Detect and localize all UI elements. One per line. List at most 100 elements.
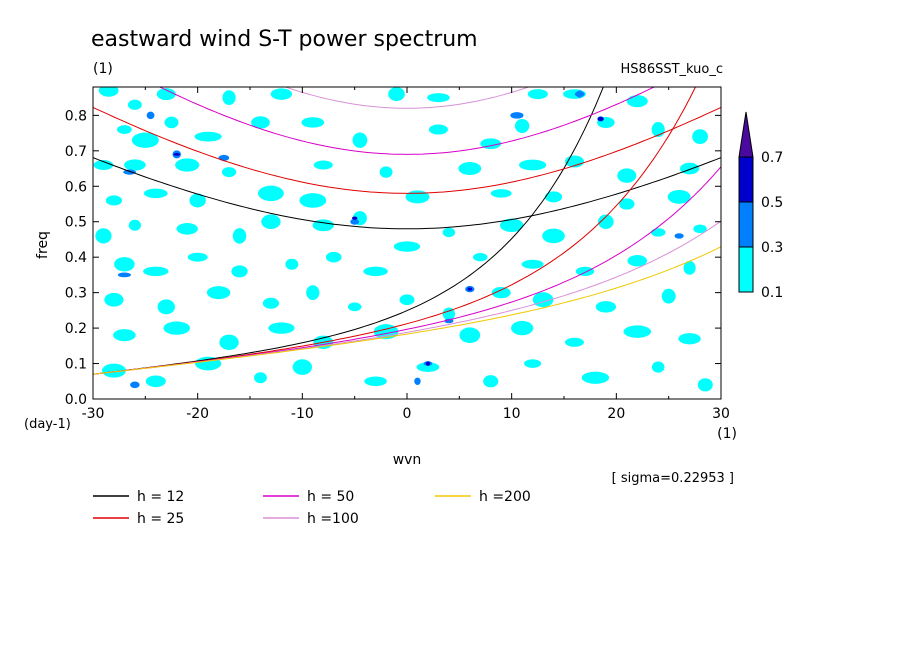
spectrum-patch [490, 189, 512, 198]
x-tick-label: -30 [82, 406, 105, 422]
chart-title: eastward wind S-T power spectrum [91, 27, 478, 52]
spectrum-patch [399, 294, 415, 306]
spectrum-patch [98, 87, 119, 97]
colorbar-triangle [738, 111, 754, 158]
spectrum-patch [131, 132, 159, 148]
spectrum-patch [143, 266, 169, 277]
spectrum-patch [524, 359, 542, 368]
spectrum-patch [145, 375, 166, 388]
spectrum-patch [187, 252, 208, 262]
spectrum-patch [270, 88, 293, 100]
spectrum-patch [101, 363, 126, 378]
colorbar-label: 0.3 [761, 240, 783, 256]
spectrum-patch [510, 112, 524, 119]
legend-label: h =200 [479, 489, 531, 505]
y-axis-unit: (day-1) [24, 417, 71, 432]
spectrum-patch [231, 265, 248, 278]
spectrum-patch [175, 158, 200, 172]
spectrum-patches [93, 87, 713, 392]
spectrum-patch [173, 152, 181, 156]
spectrum-patch [393, 241, 421, 252]
spectrum-patch [650, 228, 666, 237]
spectrum-patch [414, 377, 421, 385]
spectrum-patch [626, 95, 648, 108]
spectrum-patch [292, 359, 313, 375]
x-tick-label: 0 [403, 406, 412, 422]
spectrum-patch [405, 190, 430, 204]
y-tick-label: 0.2 [65, 321, 87, 337]
x-tick-label: -10 [291, 406, 314, 422]
x-tick-label: 20 [607, 406, 625, 422]
spectrum-patch [364, 376, 387, 387]
y-axis-label: freq [35, 231, 51, 259]
spectrum-patch [519, 159, 547, 171]
spectrum-patch [105, 195, 123, 206]
spectrum-patch [261, 214, 281, 230]
legend: h = 12 h = 25 h = 50 h =100 h =200 [93, 489, 531, 527]
spectrum-patch [379, 166, 393, 178]
spectrum-patch [564, 337, 584, 347]
spectrum-patch [258, 185, 284, 202]
colorbar-box [738, 246, 754, 293]
spectrum-patch [388, 87, 405, 102]
spectrum-patch [483, 375, 499, 388]
spectrum-patch [143, 188, 168, 199]
spectrum-patch [542, 228, 565, 244]
y-tick-label: 0.8 [65, 108, 87, 124]
spectrum-patch [442, 227, 456, 238]
spectrum-patch [128, 219, 141, 231]
legend-label: h = 50 [307, 489, 354, 505]
dispersion-curve-upper [93, 106, 721, 194]
spectrum-patch [268, 322, 295, 334]
spectrum-patch [619, 198, 635, 210]
dispersion-curve-upper [283, 87, 531, 109]
y-tick-label: 0.5 [65, 215, 87, 231]
chart-subtitle-left: (1) [93, 61, 113, 77]
spectrum-patch [575, 266, 595, 276]
spectrum-patch [683, 260, 696, 275]
colorbar-box [738, 156, 754, 203]
spectrum-patch [491, 287, 511, 299]
x-axis-label: wvn [393, 452, 422, 468]
y-tick-label: 0.6 [65, 179, 87, 195]
spectrum-patch [514, 119, 530, 133]
spectrum-patch [114, 257, 135, 272]
dispersion-curve-lower [93, 246, 721, 375]
spectrum-patch [127, 99, 142, 110]
spectrum-patch [232, 228, 247, 244]
spectrum-patch [352, 132, 368, 148]
spectrum-patch [444, 318, 454, 324]
spectrum-patch [678, 333, 701, 345]
spectrum-patch [428, 124, 448, 135]
spectrum-patch [146, 111, 155, 120]
spectrum-patch [130, 381, 140, 389]
spectrum-patch [472, 252, 488, 262]
spectrum-patch [254, 372, 267, 384]
colorbar-box [738, 201, 754, 248]
y-tick-label: 0.7 [65, 144, 87, 160]
dispersion-curve-upper [158, 87, 656, 155]
spectrum-patch [467, 287, 473, 291]
y-tick-label: 0.4 [65, 250, 87, 266]
spectrum-patch [219, 334, 239, 350]
spectrum-patch [222, 90, 236, 106]
spectrum-patch [693, 224, 707, 234]
spectrum-patch [576, 90, 584, 98]
spectrum-patch [189, 193, 206, 208]
spectrum-patch [521, 259, 544, 269]
spectrum-patch [163, 321, 191, 335]
spectrum-patch [617, 168, 637, 183]
spectrum-patch [306, 285, 320, 301]
colorbar-label: 0.7 [761, 150, 783, 166]
x-axis-unit: (1) [717, 426, 737, 442]
legend-label: h = 12 [137, 489, 184, 505]
x-axis: -30 -20 -10 0 10 20 30 [82, 87, 730, 422]
spectrum-patch [176, 223, 198, 235]
spectrum-patch [651, 361, 665, 373]
spectrum-patch [598, 214, 614, 229]
spectrum-patch [218, 154, 230, 161]
spectrum-patch [692, 129, 708, 145]
spectrum-patch [194, 131, 222, 142]
legend-label: h =100 [307, 511, 359, 527]
